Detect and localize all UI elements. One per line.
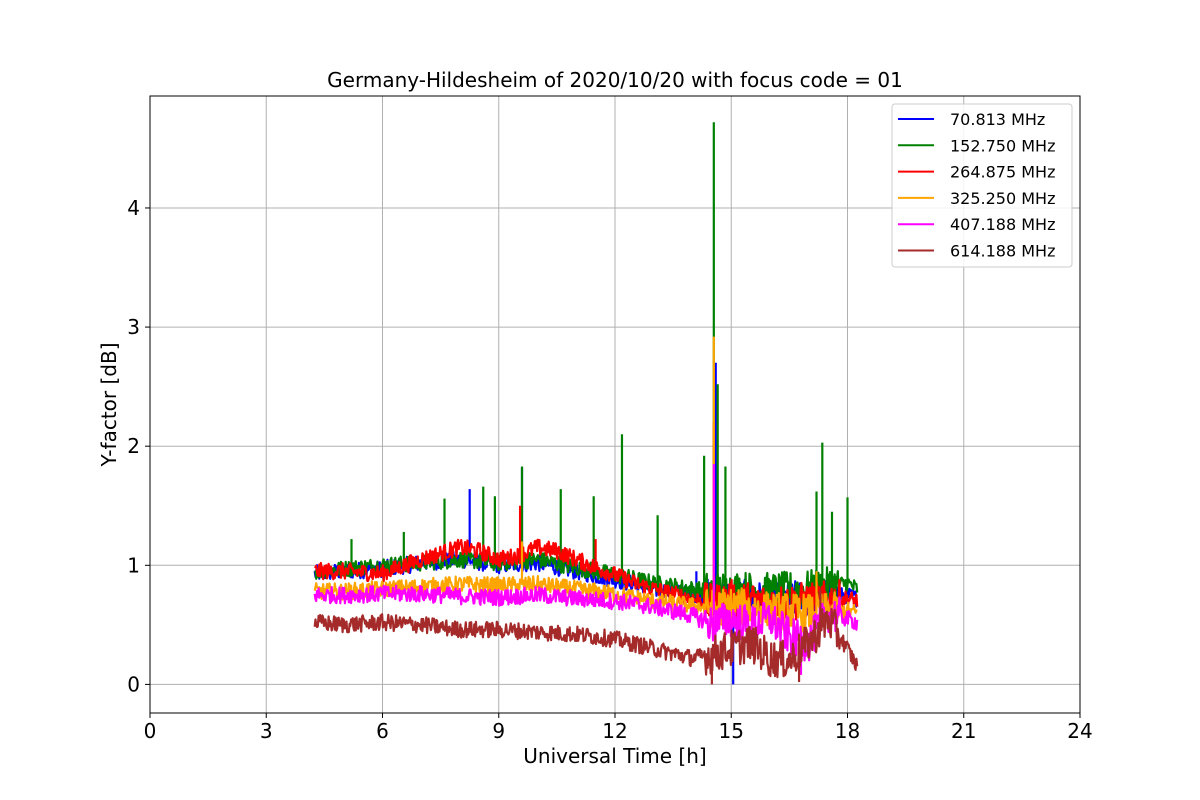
legend: 70.813 MHz 152.750 MHz 264.875 MHz 325.250 … [891, 103, 1073, 268]
x-tick-label: 3 [260, 719, 273, 743]
x-tick-label: 24 [1067, 719, 1092, 743]
x-tick-label: 9 [492, 719, 505, 743]
y-tick-label: 1 [127, 553, 140, 577]
x-tick-label: 0 [144, 719, 157, 743]
y-axis-label: Y-factor [dB] [97, 342, 121, 467]
y-tick-label: 3 [127, 315, 140, 339]
y-tick-label: 0 [127, 672, 140, 696]
legend-box [891, 103, 1073, 268]
y-tick-label: 4 [127, 196, 140, 220]
x-tick-label: 6 [376, 719, 389, 743]
legend-label: 264.875 MHz [950, 163, 1055, 182]
x-axis-label: Universal Time [h] [523, 744, 706, 768]
legend-label: 152.750 MHz [950, 136, 1055, 155]
series-6 [313, 589, 859, 685]
chart-title: Germany-Hildesheim of 2020/10/20 with fo… [327, 68, 903, 92]
x-tick-label: 15 [719, 719, 744, 743]
series-layer [313, 122, 859, 685]
y-tick-label: 2 [127, 434, 140, 458]
series-line [313, 608, 859, 679]
legend-label: 70.813 MHz [950, 110, 1045, 129]
x-tick-label: 18 [835, 719, 860, 743]
legend-label: 325.250 MHz [950, 189, 1055, 208]
series-line [313, 584, 859, 662]
x-tick-label: 12 [602, 719, 627, 743]
legend-label: 614.188 MHz [950, 242, 1055, 261]
legend-label: 407.188 MHz [950, 215, 1055, 234]
x-tick-label: 21 [951, 719, 976, 743]
